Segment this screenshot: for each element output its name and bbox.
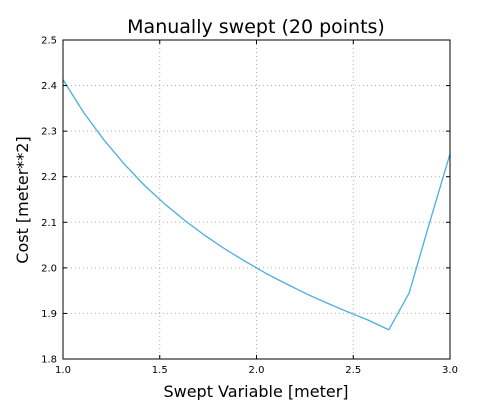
x-axis-label: Swept Variable [meter]: [163, 382, 348, 400]
y-axis-label: Cost [meter**2]: [13, 136, 32, 263]
series-line: [62, 79, 451, 331]
y-tick-label: 2.1: [41, 218, 57, 229]
plot-frame: [62, 39, 451, 360]
chart-title: Manually swept (20 points): [127, 16, 385, 38]
y-tick-label: 2.5: [41, 36, 57, 47]
x-tick-label: 1.5: [152, 365, 168, 376]
grid-lines: [62, 39, 451, 360]
y-tick-label: 2.2: [41, 172, 57, 183]
x-tick-label: 3.0: [442, 365, 458, 376]
y-tick-label: 2.0: [41, 263, 57, 274]
axis-ticks: 1.0 1.5 2.0 2.5 3.0 1.8 1.9 2.0 2.1 2.2 2.3 2.4 2.5: [41, 36, 458, 377]
y-tick-label: 2.3: [41, 127, 57, 138]
x-tick-label: 2.0: [249, 365, 265, 376]
x-tick-label: 1.0: [55, 365, 71, 376]
y-tick-label: 1.8: [41, 355, 57, 366]
x-tick-label: 2.5: [345, 365, 361, 376]
series-layer: [62, 79, 451, 331]
y-tick-label: 1.9: [41, 309, 57, 320]
y-tick-label: 2.4: [41, 81, 57, 92]
